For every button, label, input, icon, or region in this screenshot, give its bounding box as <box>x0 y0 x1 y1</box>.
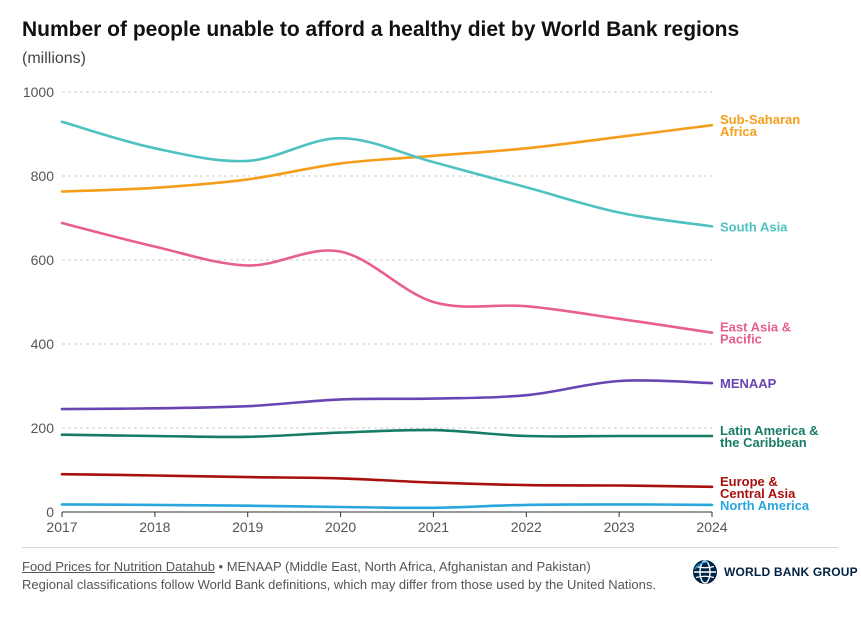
world-bank-logo[interactable]: WORLD BANK GROUP <box>692 559 858 585</box>
x-tick-label: 2018 <box>139 519 170 535</box>
world-bank-globe-icon <box>693 560 717 584</box>
series-line-south-asia <box>60 120 714 228</box>
series-label-latin-america-the-caribbean: the Caribbean <box>720 435 807 450</box>
x-tick-label: 2021 <box>418 519 449 535</box>
region-note: • MENAAP (Middle East, North Africa, Afg… <box>214 559 591 574</box>
series-label-menaap: MENAAP <box>720 376 777 391</box>
series-label-sub-saharan-africa: Sub-Saharan <box>720 112 800 127</box>
x-tick-label: 2023 <box>604 519 635 535</box>
series-line-east-asia-pacific <box>60 221 714 334</box>
series-label-south-asia: South Asia <box>720 219 788 234</box>
y-tick-label: 200 <box>31 420 55 436</box>
logo-text: WORLD BANK GROUP <box>724 565 858 579</box>
series-line-latin-america-the-caribbean <box>60 428 714 439</box>
series-label-sub-saharan-africa: Africa <box>720 124 758 139</box>
series-label-east-asia-pacific: Pacific <box>720 332 762 347</box>
footer-notes: Food Prices for Nutrition Datahub • MENA… <box>22 558 656 594</box>
series-label-east-asia-pacific: East Asia & <box>720 320 791 335</box>
series-line-north-america <box>60 503 714 510</box>
y-tick-label: 0 <box>46 504 54 520</box>
series-label-europe-central-asia: Europe & <box>720 474 778 489</box>
y-tick-label: 1000 <box>23 84 54 100</box>
series-label-europe-central-asia: Central Asia <box>720 486 796 501</box>
series-line-sub-saharan-africa <box>60 123 714 193</box>
x-tick-label: 2017 <box>46 519 77 535</box>
y-tick-label: 400 <box>31 336 55 352</box>
series-line-menaap <box>60 379 714 411</box>
x-tick-label: 2019 <box>232 519 263 535</box>
classification-note: Regional classifications follow World Ba… <box>22 577 656 592</box>
series-label-north-america: North America <box>720 498 810 513</box>
footer-line-1: Food Prices for Nutrition Datahub • MENA… <box>22 558 656 576</box>
x-tick-label: 2020 <box>325 519 356 535</box>
x-tick-label: 2022 <box>511 519 542 535</box>
y-tick-label: 600 <box>31 252 55 268</box>
source-link[interactable]: Food Prices for Nutrition Datahub <box>22 559 215 574</box>
series-line-europe-central-asia <box>60 472 714 489</box>
y-tick-label: 800 <box>31 168 55 184</box>
footer-divider <box>22 547 838 548</box>
series-label-latin-america-the-caribbean: Latin America & <box>720 423 819 438</box>
chart-title: Number of people unable to afford a heal… <box>22 18 740 41</box>
line-chart: 0 200 400 600 800 1000 2017 2018 2019 2020 2021 202… <box>23 84 819 535</box>
chart-subtitle: (millions) <box>22 50 86 67</box>
x-tick-label: 2024 <box>696 519 727 535</box>
